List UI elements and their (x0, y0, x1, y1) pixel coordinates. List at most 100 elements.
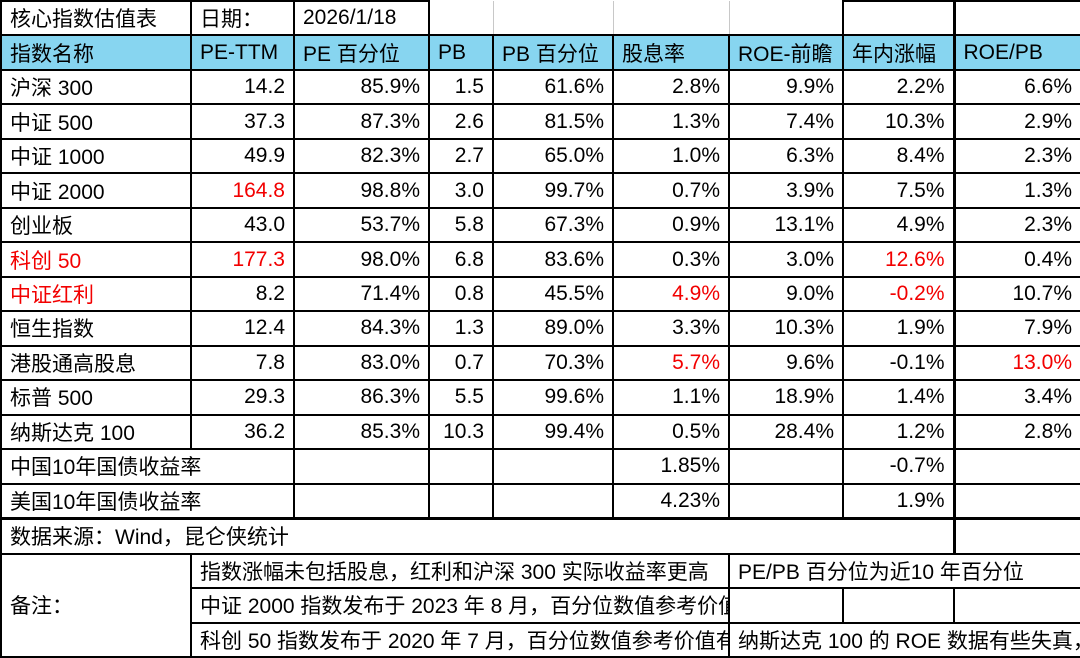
empty-cell (728, 482, 844, 520)
column-header: 指数名称 (0, 34, 192, 71)
table-row: 标普 500 29.3 86.3% 5.5 99.6% 1.1% 18.9% 1.4% 3.4% (0, 379, 1080, 416)
value-cell: 18.9% (728, 379, 844, 416)
index-name-cell: 恒生指数 (0, 310, 192, 347)
value-cell: 1.9% (842, 310, 955, 347)
value-cell: 7.9% (952, 310, 1080, 347)
value-cell: 10.3 (428, 413, 494, 451)
value-cell: 6.3% (728, 137, 844, 175)
value-cell: 10.3% (728, 310, 844, 347)
value-cell: 0.3% (612, 241, 730, 278)
value-cell: 71.4% (293, 275, 430, 313)
notes-label-cell: 备注： (0, 552, 192, 658)
value-cell: 0.5% (612, 413, 730, 451)
value-cell: 3.0 (428, 172, 494, 209)
value-cell: 1.0% (612, 137, 730, 175)
value-cell: 3.9% (728, 172, 844, 209)
value-cell: 81.5% (492, 103, 614, 140)
value-cell: 99.4% (492, 413, 614, 451)
value-cell: 1.4% (842, 379, 955, 416)
value-cell: 6.8 (428, 241, 494, 278)
column-header: ROE-前瞻 (728, 34, 844, 71)
table-row: 创业板 43.0 53.7% 5.8 67.3% 0.9% 13.1% 4.9% 2.3% (0, 206, 1080, 244)
value-cell: 82.3% (293, 137, 430, 175)
note-cell: 中证 2000 指数发布于 2023 年 8 月，百分位数值参考价值有限 (190, 587, 730, 624)
note-row: 科创 50 指数发布于 2020 年 7 月，百分位数值参考价值有限 纳斯达克 … (1, 621, 1080, 658)
value-cell: 99.6% (492, 379, 614, 416)
source-row: 数据来源：Wind，昆仑侠统计 (0, 517, 1080, 555)
value-cell: 5.8 (428, 206, 494, 244)
empty-cell (492, 482, 614, 520)
empty-cell (612, 1, 730, 36)
value-cell: 12.6% (842, 241, 955, 278)
value-cell: 61.6% (492, 68, 614, 106)
empty-cell (428, 448, 494, 485)
empty-cell (842, 0, 955, 37)
value-cell: 1.3 (428, 310, 494, 347)
bond-row: 美国10年国债收益率 4.23% 1.9% (0, 482, 1080, 520)
table-row: 中证 500 37.3 87.3% 2.6 81.5% 1.3% 7.4% 10.3% 2.9% (0, 103, 1080, 140)
index-name-cell: 中证红利 (0, 275, 192, 313)
value-cell: 2.2% (842, 68, 955, 106)
value-cell: 2.3% (952, 137, 1080, 175)
table-row: 纳斯达克 100 36.2 85.3% 10.3 99.4% 0.5% 28.4% 1.2% 2… (0, 413, 1080, 451)
value-cell: 1.3% (952, 172, 1080, 209)
value-cell: 43.0 (190, 206, 295, 244)
empty-cell (492, 1, 614, 36)
value-cell: 14.2 (190, 68, 295, 106)
value-cell: 7.4% (728, 103, 844, 140)
empty-cell (728, 1, 844, 36)
value-cell: 3.0% (728, 241, 844, 278)
value-cell: 0.4% (952, 241, 1080, 278)
value-cell: 4.9% (612, 275, 730, 313)
column-header: PE-TTM (190, 34, 295, 71)
value-cell: 13.1% (728, 206, 844, 244)
value-cell: 0.9% (612, 206, 730, 244)
empty-cell (952, 0, 1080, 37)
index-name-cell: 中证 500 (0, 103, 192, 140)
note-row: 中证 2000 指数发布于 2023 年 8 月，百分位数值参考价值有限 (1, 587, 1080, 624)
column-header: PE 百分位 (293, 34, 430, 71)
date-value: 2026/1/18 (293, 0, 430, 37)
column-header: 年内涨幅 (842, 34, 955, 71)
empty-cell (293, 448, 430, 485)
note-row: 备注： 指数涨幅未包括股息，红利和沪深 300 实际收益率更高 PE/PB 百分… (0, 552, 1080, 658)
index-name-cell: 中证 2000 (0, 172, 192, 209)
table-row: 中证 1000 49.9 82.3% 2.7 65.0% 1.0% 6.3% 8.4% 2.3% (0, 137, 1080, 175)
table-row: 中证红利 8.2 71.4% 0.8 45.5% 4.9% 9.0% -0.2% 10.7% (0, 275, 1080, 313)
value-cell: 53.7% (293, 206, 430, 244)
date-label: 日期： (190, 0, 295, 37)
value-cell: 8.4% (842, 137, 955, 175)
table-row: 港股通高股息 7.8 83.0% 0.7 70.3% 5.7% 9.6% -0.1% 13.0% (0, 344, 1080, 382)
value-cell: 2.8% (612, 68, 730, 106)
value-cell: 99.7% (492, 172, 614, 209)
value-cell: 37.3 (190, 103, 295, 140)
value-cell: 89.0% (492, 310, 614, 347)
table-row: 恒生指数 12.4 84.3% 1.3 89.0% 3.3% 10.3% 1.9% 7.9% (0, 310, 1080, 347)
empty-cell (492, 448, 614, 485)
empty-cell (952, 482, 1080, 520)
value-cell: 84.3% (293, 310, 430, 347)
column-header: 股息率 (612, 34, 730, 71)
value-cell: 87.3% (293, 103, 430, 140)
value-cell: 2.7 (428, 137, 494, 175)
value-cell: 13.0% (952, 344, 1080, 382)
value-cell: 5.7% (612, 344, 730, 382)
value-cell: 29.3 (190, 379, 295, 416)
value-cell: 83.6% (492, 241, 614, 278)
value-cell: 1.5 (428, 68, 494, 106)
value-cell: 12.4 (190, 310, 295, 347)
value-cell: 1.1% (612, 379, 730, 416)
value-cell: 65.0% (492, 137, 614, 175)
value-cell: 9.0% (728, 275, 844, 313)
value-cell: 85.3% (293, 413, 430, 451)
value-cell: 8.2 (190, 275, 295, 313)
value-cell: 83.0% (293, 344, 430, 382)
value-cell: 0.7% (612, 172, 730, 209)
empty-cell (293, 482, 430, 520)
value-cell: 9.9% (728, 68, 844, 106)
index-name-cell: 中证 1000 (0, 137, 192, 175)
value-cell: 28.4% (728, 413, 844, 451)
value-cell: 0.7 (428, 344, 494, 382)
value-cell: 2.8% (952, 413, 1080, 451)
